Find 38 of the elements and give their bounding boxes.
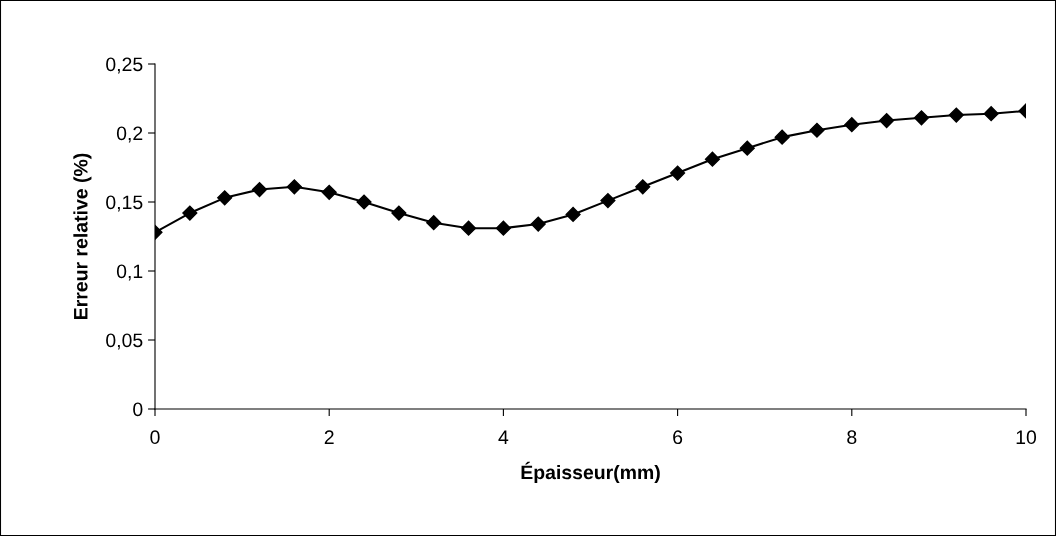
point <box>495 220 511 236</box>
point <box>809 122 825 138</box>
x-tick-label: 6 <box>673 430 683 445</box>
y-tick-label: 0 <box>133 402 143 417</box>
point <box>739 140 755 156</box>
x-tick-label: 0 <box>150 430 160 445</box>
y-tick-label: 0,25 <box>106 57 143 74</box>
point <box>391 205 407 221</box>
point <box>286 179 302 195</box>
point <box>704 151 721 167</box>
point <box>460 220 477 236</box>
point <box>774 129 790 145</box>
point <box>321 184 337 200</box>
point <box>426 215 442 231</box>
point <box>913 110 930 126</box>
point <box>251 182 268 198</box>
point <box>217 190 233 206</box>
point <box>565 206 581 222</box>
point <box>600 193 616 209</box>
x-tick-label: 10 <box>1016 430 1037 445</box>
point <box>530 216 546 232</box>
point <box>356 194 372 210</box>
y-tick-label: 0,15 <box>106 195 143 212</box>
x-tick-label: 8 <box>847 430 857 445</box>
point <box>670 165 686 181</box>
y-tick-label: 0,1 <box>116 264 143 281</box>
point <box>635 179 651 195</box>
y-axis-title: Erreur relative (%) <box>73 153 92 319</box>
x-axis-title: Épaisseur(mm) <box>521 461 660 484</box>
x-tick-label: 2 <box>324 430 334 444</box>
point <box>948 107 964 123</box>
y-tick-label: 0,2 <box>116 126 143 143</box>
point <box>879 113 895 129</box>
point <box>182 205 198 221</box>
x-tick-label: 4 <box>498 430 509 444</box>
point <box>844 117 860 133</box>
y-tick-label: 0,05 <box>106 333 143 350</box>
point <box>983 106 999 122</box>
